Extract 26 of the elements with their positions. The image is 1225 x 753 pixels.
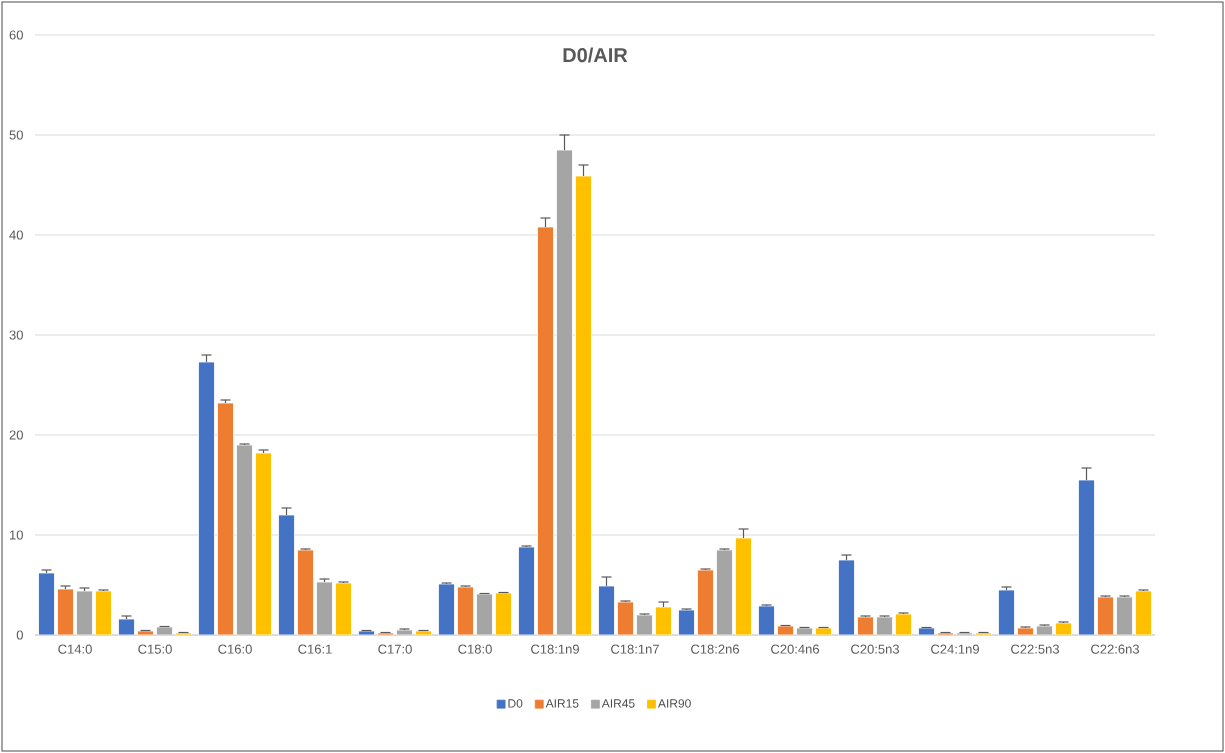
x-tick-label: C14:0 <box>58 644 92 654</box>
x-tick-label: C15:0 <box>138 644 172 654</box>
legend-label: AIR15 <box>545 699 579 708</box>
y-tick-label: 50 <box>9 130 23 140</box>
x-tick-label: C24:1n9 <box>931 644 979 654</box>
y-tick-label: 0 <box>16 630 23 640</box>
x-tick-label: C20:4n6 <box>771 644 819 654</box>
x-tick-label: C20:5n3 <box>851 644 899 654</box>
chart-title: D0/AIR <box>563 47 628 63</box>
x-tick-label: C22:6n3 <box>1091 644 1139 654</box>
x-tick-label: C18:0 <box>458 644 492 654</box>
y-tick-label: 30 <box>9 330 23 340</box>
x-tick-label: C18:1n7 <box>611 644 659 654</box>
y-tick-label: 10 <box>10 530 23 540</box>
x-tick-label: C16:1 <box>298 644 332 654</box>
x-tick-label: C16:0 <box>218 644 252 654</box>
legend-label: D0 <box>508 699 523 708</box>
x-tick-label: C18:1n9 <box>531 644 579 654</box>
y-tick-label: 60 <box>9 30 23 40</box>
x-tick-label: C18:2n6 <box>691 644 739 654</box>
legend-label: AIR45 <box>601 699 635 708</box>
y-tick-label: 20 <box>9 430 23 440</box>
x-tick-label: C22:5n3 <box>1011 644 1059 654</box>
legend-label: AIR90 <box>657 699 691 708</box>
y-tick-label: 40 <box>9 230 23 240</box>
x-tick-label: C17:0 <box>378 644 412 654</box>
